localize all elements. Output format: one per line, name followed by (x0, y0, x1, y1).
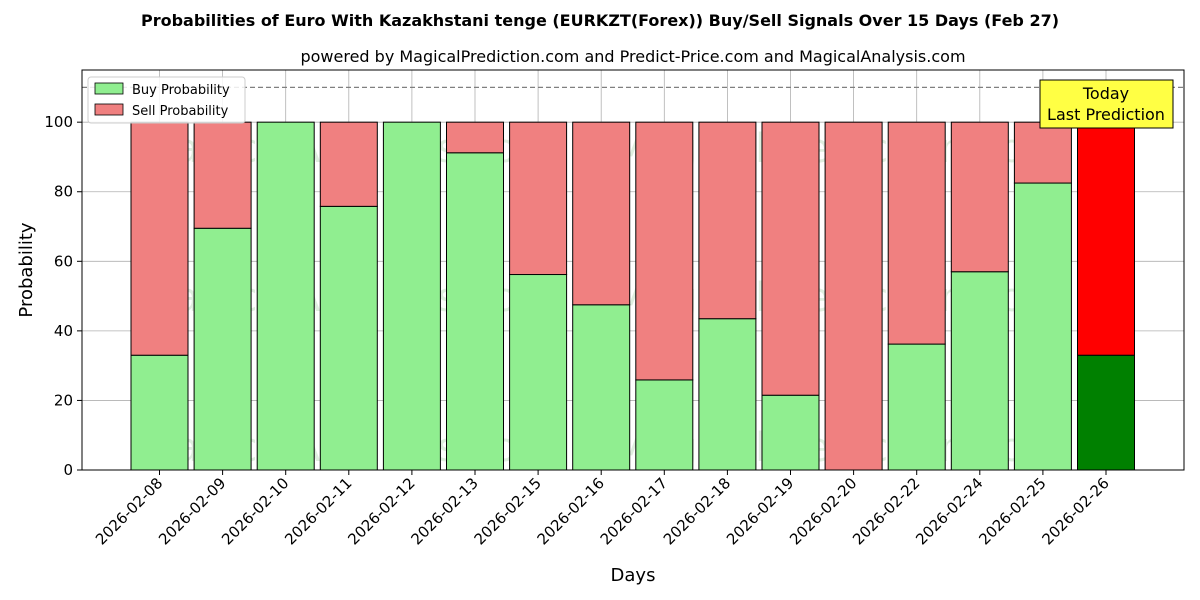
today-annotation: Today Last Prediction (1039, 79, 1174, 129)
bar-sell-2026-02-25 (1013, 121, 1072, 184)
legend-label-buy: Buy Probability (132, 83, 230, 98)
x-tick-label: 2026-02-17 (597, 474, 671, 548)
x-tick-label: 2026-02-26 (1038, 474, 1112, 548)
bar-sell-2026-02-19 (761, 121, 820, 396)
bar-sell-2026-02-26 (1077, 121, 1135, 356)
x-tick-label: 2026-02-18 (660, 474, 734, 548)
bar-sell-2026-02-18 (698, 121, 757, 320)
bar-buy-2026-02-13 (446, 152, 504, 471)
bar-buy-2026-02-10 (256, 121, 315, 471)
x-tick-label: 2026-02-13 (407, 474, 481, 548)
bar-sell-2026-02-11 (319, 121, 378, 207)
x-tick-label: 2026-02-11 (281, 474, 355, 548)
bar-sell-2026-02-13 (446, 121, 504, 154)
bar-sell-2026-02-16 (572, 121, 631, 306)
annotation-box (1039, 79, 1174, 129)
legend-label-sell: Sell Probability (132, 104, 229, 119)
bar-sell-2026-02-15 (509, 121, 568, 276)
x-axis: 2026-02-082026-02-092026-02-102026-02-11… (92, 470, 1113, 548)
bar-buy-2026-02-19 (761, 394, 820, 471)
x-tick-label: 2026-02-16 (534, 474, 608, 548)
bar-buy-2026-02-26 (1077, 354, 1135, 471)
chart-subtitle: powered by MagicalPrediction.com and Pre… (300, 47, 965, 66)
chart-title: Probabilities of Euro With Kazakhstani t… (141, 11, 1059, 30)
bar-buy-2026-02-17 (635, 379, 694, 471)
legend: Buy Probability Sell Probability (87, 76, 246, 124)
y-axis: 0 20 40 60 80 100 (44, 113, 82, 479)
y-tick-label: 80 (54, 183, 73, 201)
bar-sell-2026-02-24 (950, 121, 1009, 273)
bar-buy-2026-02-12 (382, 121, 441, 471)
legend-swatch-buy (94, 82, 124, 95)
bar-buy-2026-02-22 (887, 343, 946, 471)
x-tick-label: 2026-02-08 (92, 474, 166, 548)
y-tick-label: 20 (54, 391, 73, 409)
y-tick-label: 0 (63, 461, 73, 479)
x-tick-label: 2026-02-22 (849, 474, 923, 548)
bar-buy-2026-02-24 (950, 271, 1009, 471)
bars (130, 121, 1135, 471)
legend-box (87, 76, 246, 124)
bar-sell-2026-02-20 (824, 121, 883, 471)
bar-sell-2026-02-08 (130, 121, 189, 356)
x-tick-label: 2026-02-20 (786, 474, 860, 548)
x-tick-label: 2026-02-25 (975, 474, 1049, 548)
bar-buy-2026-02-16 (572, 304, 631, 471)
bar-buy-2026-02-11 (319, 205, 378, 471)
x-tick-label: 2026-02-10 (218, 474, 292, 548)
x-tick-label: 2026-02-15 (471, 474, 545, 548)
x-tick-label: 2026-02-19 (723, 474, 797, 548)
legend-swatch-sell (94, 103, 124, 116)
y-tick-label: 40 (54, 322, 73, 340)
x-tick-label: 2026-02-09 (155, 474, 229, 548)
bar-buy-2026-02-09 (193, 227, 252, 471)
x-tick-label: 2026-02-12 (344, 474, 418, 548)
bar-buy-2026-02-08 (130, 354, 189, 471)
y-tick-label: 100 (44, 113, 73, 131)
bar-sell-2026-02-09 (193, 121, 252, 229)
bar-sell-2026-02-17 (635, 121, 694, 381)
x-tick-label: 2026-02-24 (912, 474, 986, 548)
y-axis-label: Probability (16, 222, 37, 317)
bar-buy-2026-02-25 (1013, 182, 1072, 471)
y-tick-label: 60 (54, 252, 73, 270)
bar-sell-2026-02-22 (887, 121, 946, 345)
bar-buy-2026-02-18 (698, 318, 757, 471)
x-axis-label: Days (611, 565, 656, 586)
annotation-line-2: Last Prediction (1047, 105, 1165, 124)
bar-buy-2026-02-15 (509, 274, 568, 471)
plot-frame (81, 69, 1185, 471)
annotation-line-1: Today (1082, 84, 1129, 103)
